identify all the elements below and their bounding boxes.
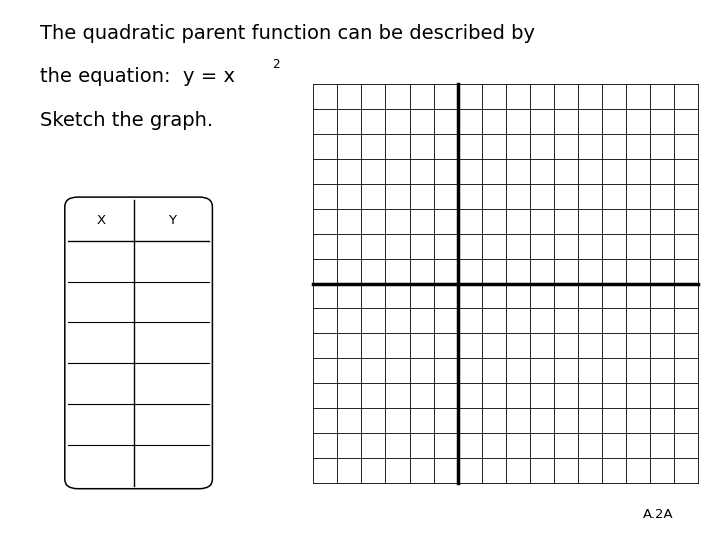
Text: A.2A: A.2A bbox=[642, 508, 673, 521]
Text: the equation:  y = x: the equation: y = x bbox=[40, 68, 235, 86]
Bar bbox=[313, 84, 698, 483]
Text: Y: Y bbox=[168, 214, 176, 227]
Text: The quadratic parent function can be described by: The quadratic parent function can be des… bbox=[40, 24, 534, 43]
Text: 2: 2 bbox=[272, 58, 280, 71]
Text: X: X bbox=[96, 214, 106, 227]
FancyBboxPatch shape bbox=[65, 197, 212, 489]
Text: Sketch the graph.: Sketch the graph. bbox=[40, 111, 212, 130]
